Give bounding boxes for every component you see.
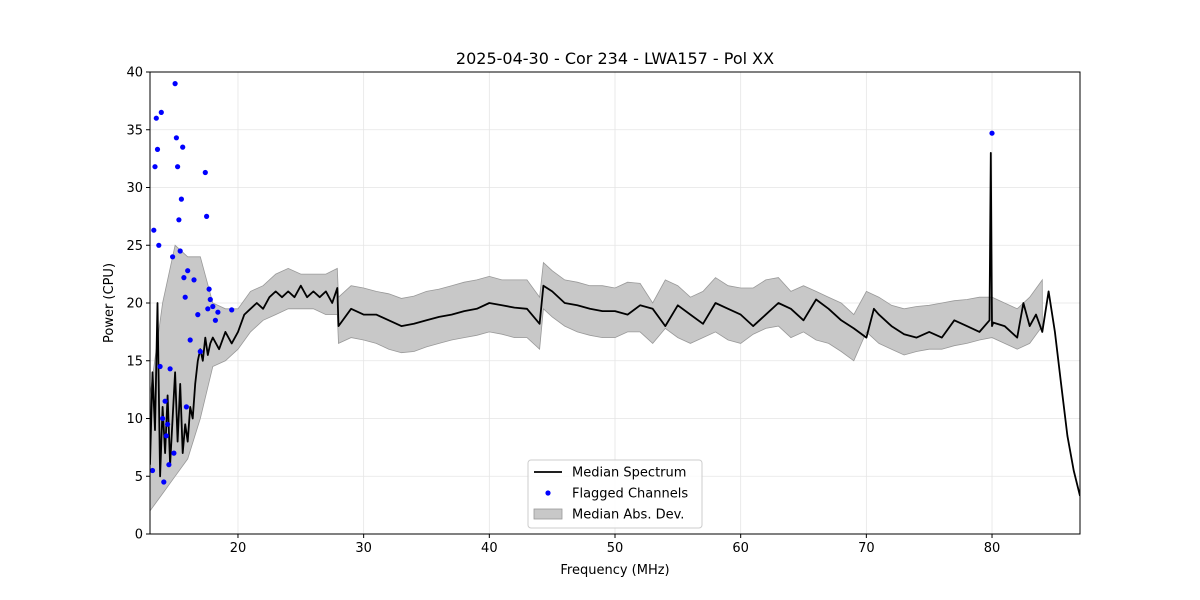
flagged-point [215,309,221,315]
flagged-point [170,254,176,260]
flagged-point [187,337,193,343]
flagged-point [173,135,179,141]
x-tick-label: 40 [481,541,498,556]
flagged-point [150,467,156,474]
x-tick-label: 20 [230,541,247,556]
flagged-point [207,296,213,303]
flagged-point [153,115,159,121]
x-tick-label: 60 [732,541,749,556]
median-spectrum-line [150,152,1080,497]
flagged-point [166,462,172,468]
y-tick-label: 25 [126,239,143,254]
series-group [150,81,1080,512]
y-tick-label: 15 [126,354,143,369]
y-tick-label: 30 [126,181,143,196]
flagged-point [176,217,182,223]
y-tick-label: 35 [126,123,143,138]
plot-area [149,71,1081,535]
flagged-point [160,415,166,422]
flagged-point [180,144,186,150]
flagged-point [197,348,203,355]
flagged-point [229,307,235,313]
legend-label: Flagged Channels [572,487,688,502]
flagged-point [191,277,197,283]
flagged-point [157,363,163,370]
legend-point-swatch [545,490,551,496]
flagged-point [154,146,161,152]
flagged-point [195,312,201,318]
legend-label: Median Spectrum [572,466,686,481]
y-tick-label: 40 [126,66,143,81]
y-tick-label: 5 [135,470,143,485]
x-tick-label: 30 [355,541,372,556]
y-tick-label: 20 [126,297,143,312]
flagged-point [177,248,183,254]
flagged-point [161,479,167,485]
flagged-point [212,317,218,323]
y-axis-label: Power (CPU) [102,263,117,343]
flagged-point [165,421,171,427]
flagged-point [162,398,168,404]
x-axis: 20 30 40 50 60 70 80 [230,534,1001,556]
flagged-point [206,286,212,292]
flagged-point [989,130,995,136]
flagged-point [172,81,178,87]
y-tick-label: 0 [135,528,143,543]
flagged-point [163,433,169,439]
x-tick-label: 80 [984,541,1001,556]
flagged-point [156,242,162,248]
y-tick-label: 10 [126,412,143,427]
legend-label: Median Abs. Dev. [572,508,684,523]
x-axis-label: Frequency (MHz) [560,563,669,578]
flagged-point [171,450,177,456]
flagged-point [185,268,191,274]
flagged-point [210,303,216,310]
flagged-point [181,275,187,281]
flagged-point [178,196,184,202]
flagged-point [183,404,189,410]
flagged-point [152,164,158,170]
flagged-point [175,164,181,170]
legend-box [527,459,703,529]
flagged-point [204,213,210,219]
flagged-point [167,366,173,372]
x-tick-label: 70 [858,541,875,556]
flagged-point [202,169,208,176]
x-tick-label: 50 [607,541,624,556]
y-axis: 0 5 10 15 20 25 30 35 40 [126,66,150,543]
legend-band-swatch [533,508,563,520]
legend: Median Spectrum Flagged Channels Median Ab… [527,459,703,529]
chart-title: 2025-04-30 - Cor 234 - LWA157 - Pol XX [456,49,774,68]
flagged-point [151,227,157,233]
flagged-point [182,294,188,300]
flagged-point [158,109,164,115]
flagged-point [205,306,211,312]
